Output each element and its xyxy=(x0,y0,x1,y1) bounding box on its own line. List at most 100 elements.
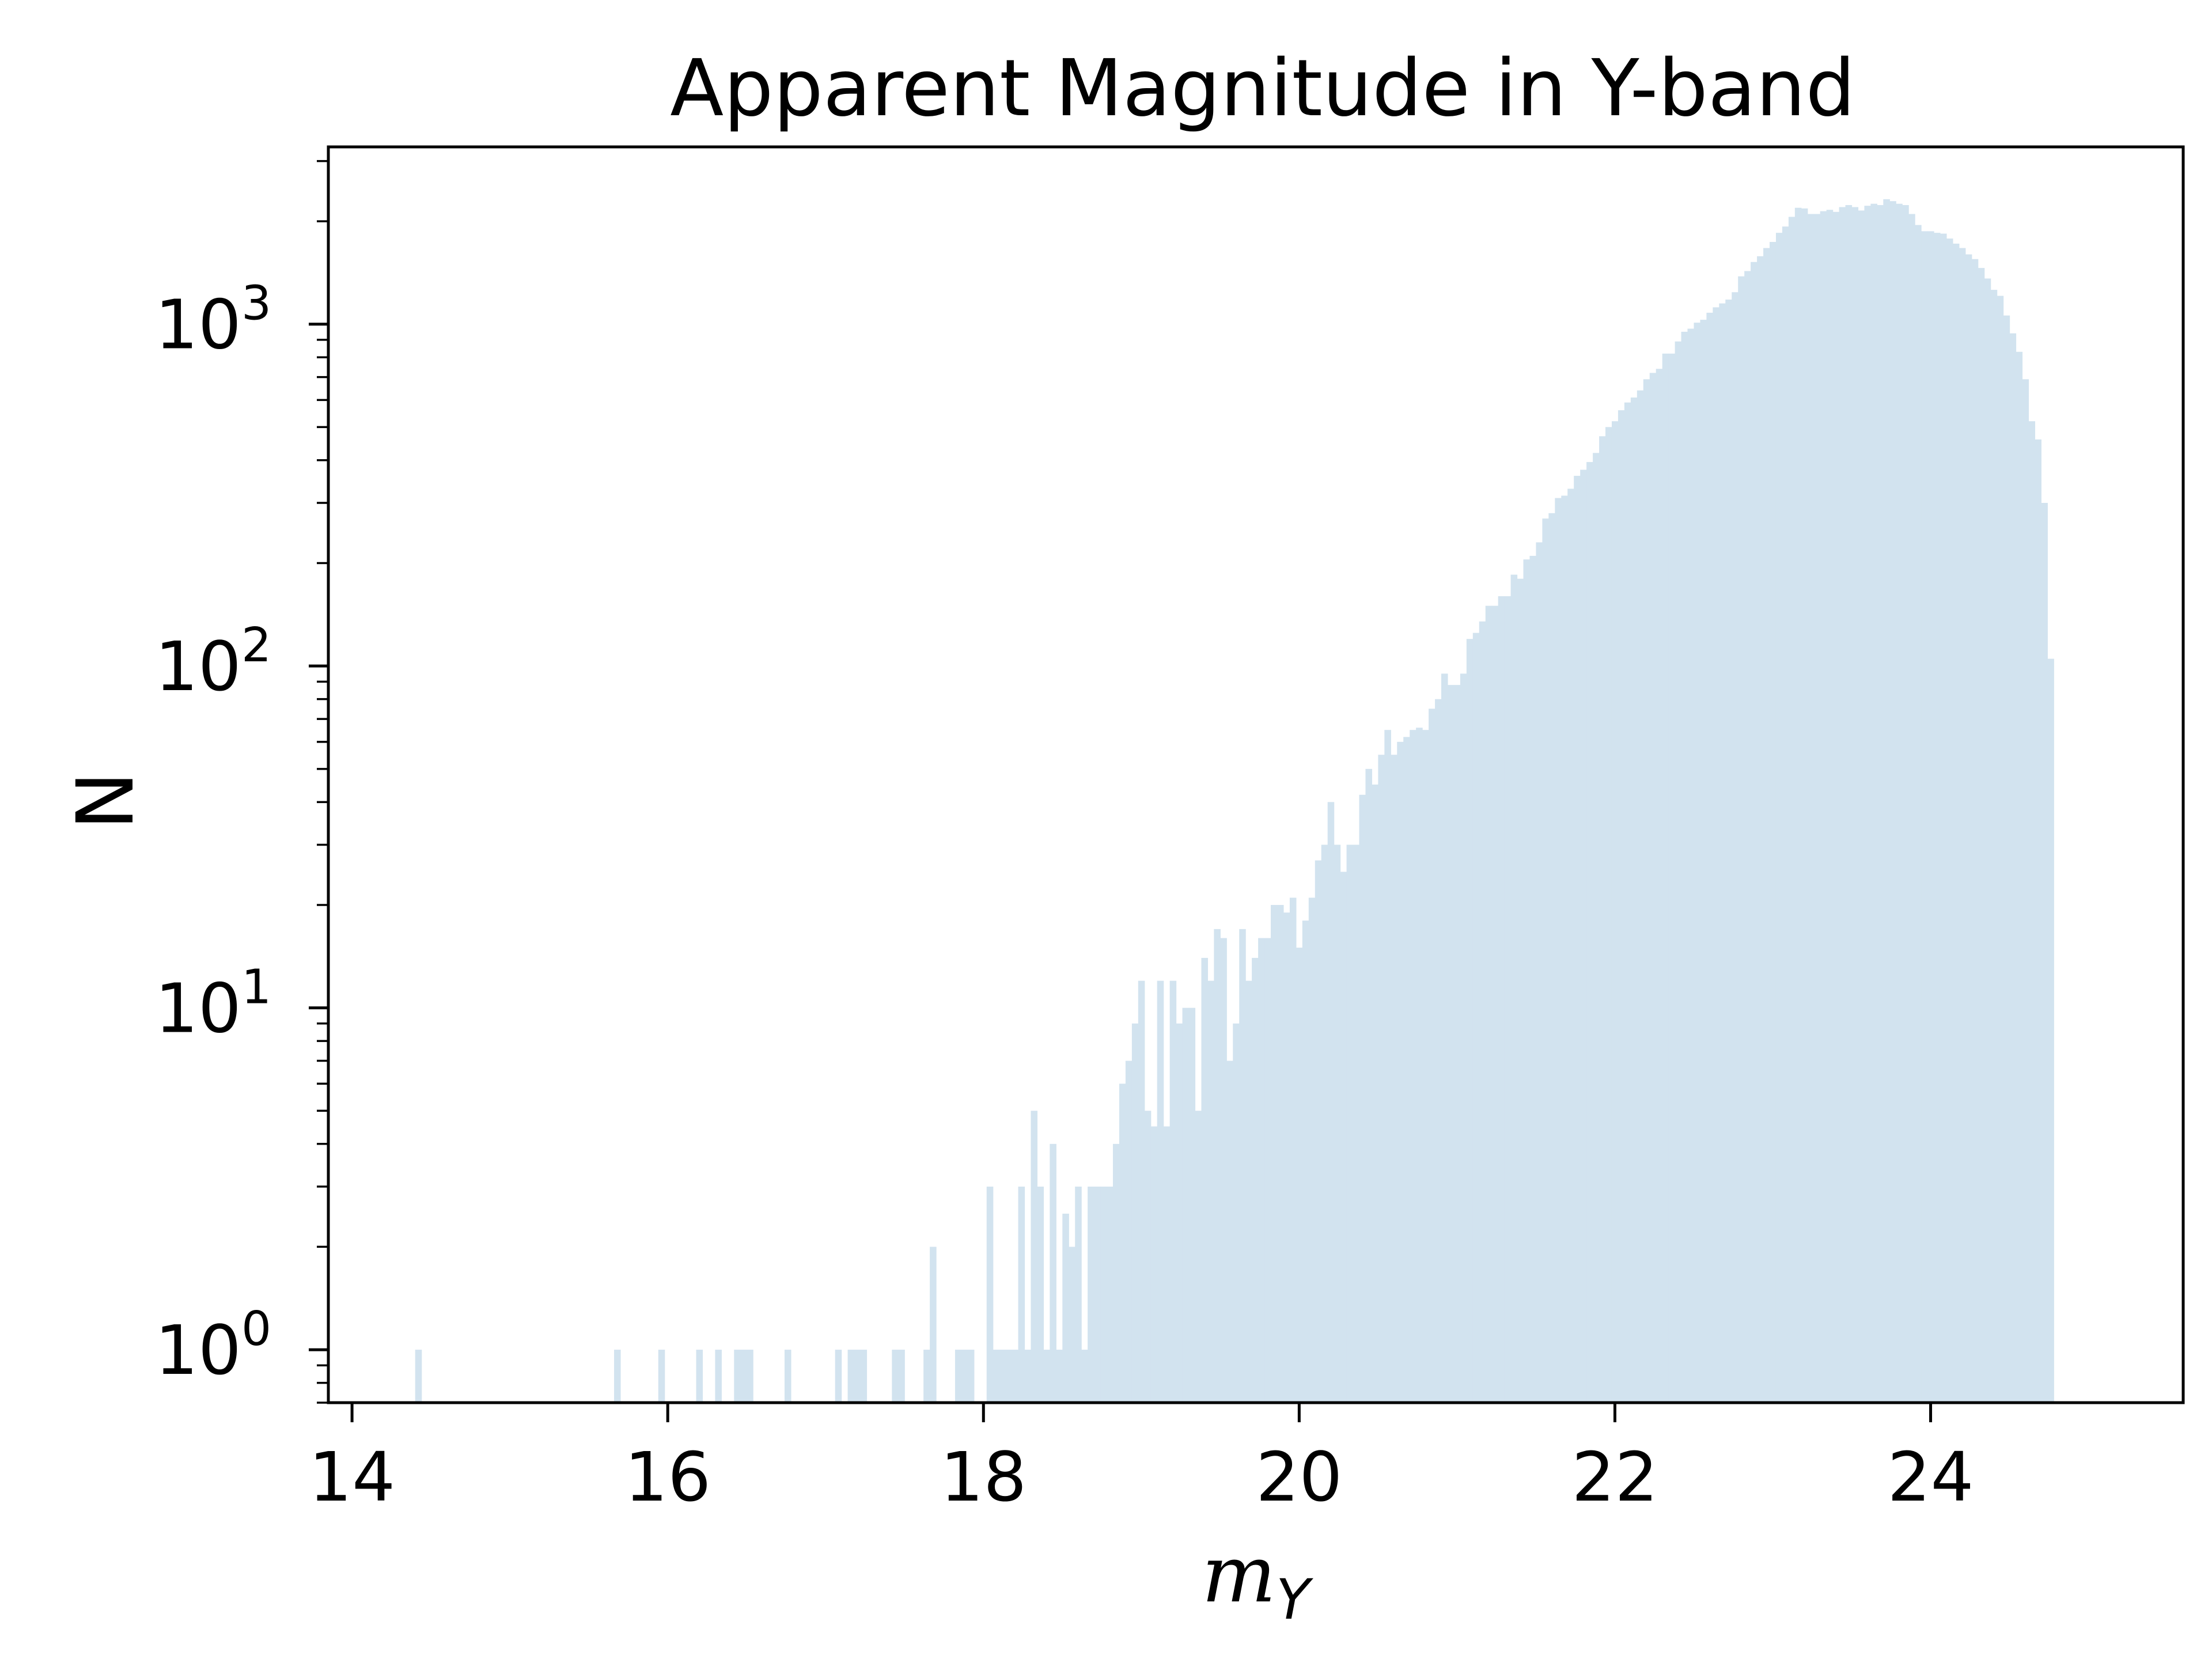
histogram-bar xyxy=(1163,1126,1171,1403)
histogram-bar xyxy=(1504,596,1512,1403)
x-tick-label: 14 xyxy=(309,1437,395,1517)
histogram-bar xyxy=(2016,351,2023,1403)
histogram-bar xyxy=(1485,605,1493,1403)
histogram-bar xyxy=(1075,1186,1082,1403)
histogram-bar xyxy=(1112,1143,1120,1403)
histogram-bar xyxy=(1410,730,1416,1403)
histogram-bar xyxy=(1706,312,1713,1403)
histogram-bar xyxy=(1851,207,1859,1403)
histogram-bar xyxy=(847,1350,855,1403)
histogram-bar xyxy=(1870,203,1877,1403)
histogram-bar xyxy=(892,1350,899,1403)
histogram-bar xyxy=(1125,1060,1132,1403)
histogram-bar xyxy=(1340,872,1347,1403)
histogram-bar xyxy=(1517,578,1524,1403)
histogram-bar xyxy=(1567,488,1574,1403)
histogram-bar xyxy=(1927,231,1934,1403)
histogram-bar xyxy=(1719,303,1726,1403)
histogram-bar xyxy=(1245,980,1252,1403)
histogram-bar xyxy=(1548,513,1555,1403)
histogram-bar xyxy=(1675,341,1682,1403)
histogram-bar xyxy=(1940,233,1947,1403)
histogram-bar xyxy=(1176,1023,1183,1403)
histogram-bar xyxy=(1100,1186,1107,1403)
histogram-bar xyxy=(1056,1350,1063,1403)
histogram-bar xyxy=(1751,262,1758,1403)
histogram-bar xyxy=(1043,1350,1050,1403)
histogram-bar xyxy=(898,1350,905,1403)
histogram-bar xyxy=(1915,225,1922,1403)
histogram-bar xyxy=(1353,844,1360,1403)
histogram-bar xyxy=(1138,980,1145,1403)
histogram-bar xyxy=(1864,206,1871,1403)
bars-layer xyxy=(415,199,2054,1403)
histogram-bar xyxy=(1971,259,1979,1403)
histogram-bar xyxy=(1188,1007,1196,1403)
histogram-bar xyxy=(1820,211,1827,1403)
y-tick-label: 100 xyxy=(155,1302,271,1390)
histogram-bar xyxy=(1561,495,1568,1403)
histogram-bar xyxy=(1902,205,1909,1403)
x-tick-label: 16 xyxy=(624,1437,711,1517)
histogram-bar xyxy=(1649,373,1657,1403)
histogram-bar xyxy=(734,1350,741,1403)
histogram-bar xyxy=(715,1350,722,1403)
histogram-bar xyxy=(1327,802,1335,1403)
histogram-bar xyxy=(1447,685,1455,1403)
histogram-bar xyxy=(1403,737,1410,1403)
histogram-bar xyxy=(1630,397,1638,1403)
histogram-bar xyxy=(1321,844,1328,1403)
histogram-bar xyxy=(1226,1060,1233,1403)
histogram-bar xyxy=(1934,233,1941,1403)
histogram-bar xyxy=(955,1350,962,1403)
histogram-bar xyxy=(1618,410,1625,1403)
x-axis-label: mY xyxy=(1202,1529,1313,1632)
histogram-bar xyxy=(1662,353,1669,1403)
histogram-bar xyxy=(2047,658,2054,1403)
histogram-bar xyxy=(1813,214,1821,1403)
histogram-bar xyxy=(1997,296,2004,1403)
y-tick-label: 103 xyxy=(155,276,271,365)
histogram-bar xyxy=(1593,453,1600,1403)
histogram-bar xyxy=(1359,794,1366,1403)
histogram-bar xyxy=(2009,333,2017,1403)
histogram-bar xyxy=(1952,243,1960,1403)
histogram-bar xyxy=(1498,596,1505,1403)
histogram-bar xyxy=(1037,1186,1044,1403)
histogram-bar xyxy=(1144,1111,1152,1403)
histogram-bar xyxy=(658,1350,665,1403)
histogram-bar xyxy=(747,1350,753,1403)
histogram-bar xyxy=(1775,233,1783,1403)
histogram-bar xyxy=(1169,980,1177,1403)
histogram-bar xyxy=(967,1350,975,1403)
histogram-bar xyxy=(1472,632,1480,1403)
histogram-bar xyxy=(1668,353,1676,1403)
histogram-bar xyxy=(784,1350,791,1403)
histogram-bar xyxy=(1681,331,1688,1403)
histogram-bar xyxy=(1782,226,1789,1403)
histogram-bar xyxy=(1889,201,1896,1403)
x-tick-label: 24 xyxy=(1887,1437,1974,1517)
histogram-bar xyxy=(1479,621,1486,1403)
histogram-bar xyxy=(1491,605,1499,1403)
histogram-bar xyxy=(1946,238,1953,1403)
histogram-bar xyxy=(1150,1126,1158,1403)
histogram-bar xyxy=(923,1350,930,1403)
histogram-bar xyxy=(1308,897,1316,1403)
plot-frame xyxy=(327,145,2185,1404)
histogram-bar xyxy=(1296,948,1303,1403)
histogram-bar xyxy=(1031,1111,1038,1403)
histogram-bar xyxy=(1024,1350,1032,1403)
histogram-bar xyxy=(1069,1247,1075,1403)
histogram-bar xyxy=(1441,673,1448,1403)
histogram-bar xyxy=(1845,205,1853,1403)
histogram-bar xyxy=(1984,278,1991,1403)
histogram-bar xyxy=(1637,390,1644,1403)
histogram-bar xyxy=(1738,276,1745,1403)
histogram-bar xyxy=(1908,214,1915,1403)
histogram-bar xyxy=(1466,639,1474,1403)
histogram-bar xyxy=(1858,210,1865,1403)
histogram-bar xyxy=(1233,1023,1240,1403)
x-tick-label: 22 xyxy=(1571,1437,1658,1517)
